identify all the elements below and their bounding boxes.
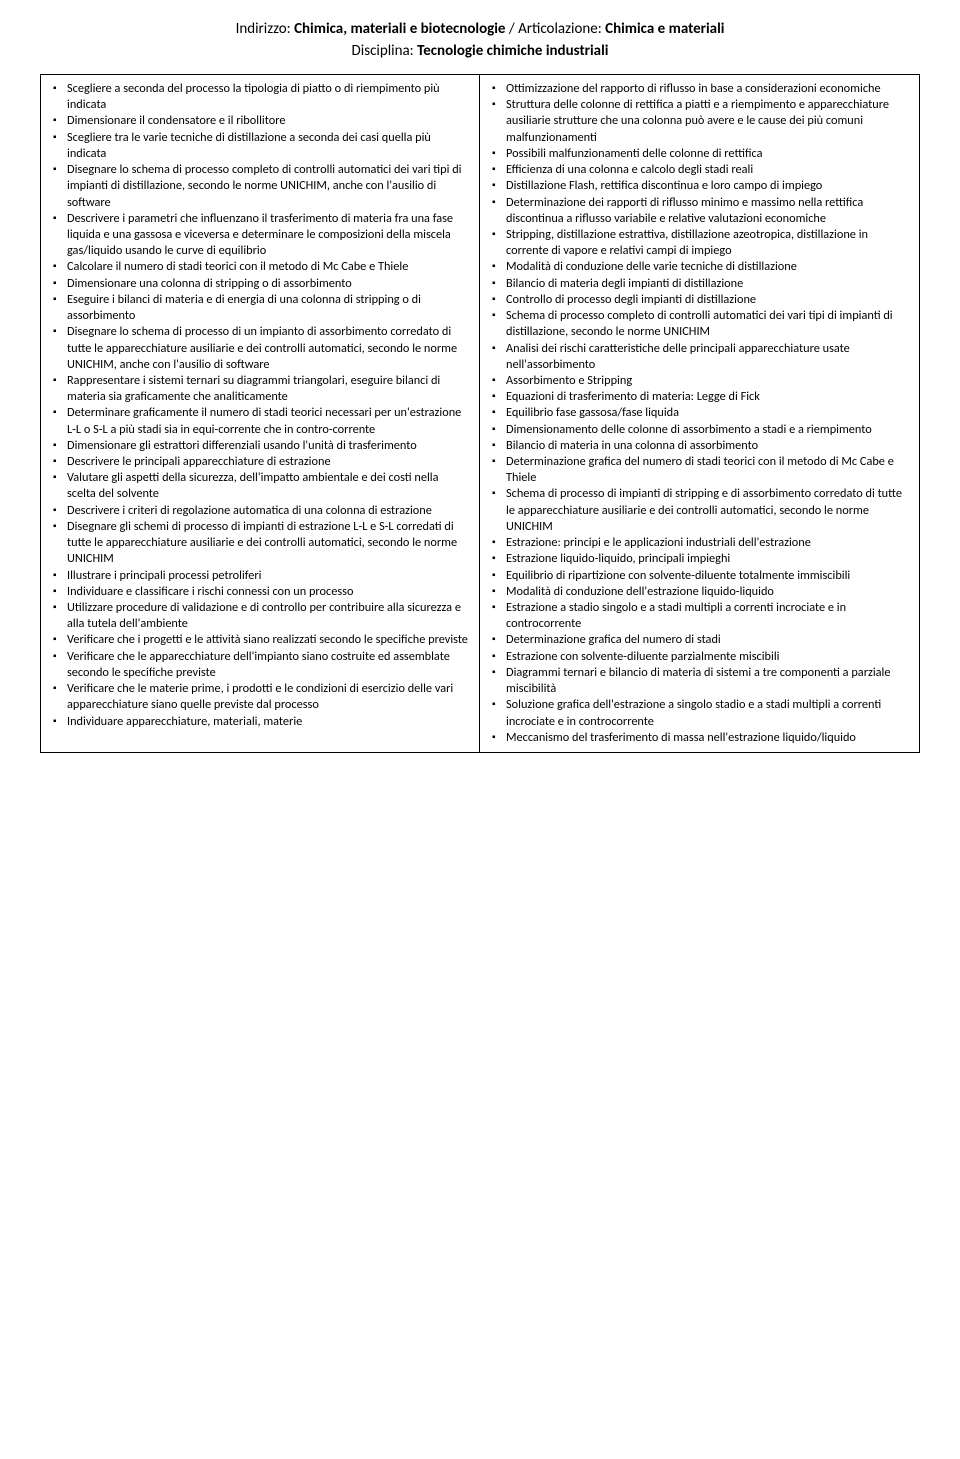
list-item: Ottimizzazione del rapporto di riflusso … bbox=[486, 81, 909, 97]
list-item: Assorbimento e Stripping bbox=[486, 373, 909, 389]
list-item: Dimensionare gli estrattori differenzial… bbox=[47, 438, 469, 454]
disciplina-label: Disciplina: bbox=[352, 42, 418, 60]
list-item: Diagrammi ternari e bilancio di materia … bbox=[486, 665, 909, 697]
list-item: Verificare che le apparecchiature dell'i… bbox=[47, 649, 469, 681]
list-item: Equazioni di trasferimento di materia: L… bbox=[486, 389, 909, 405]
list-item: Scegliere tra le varie tecniche di disti… bbox=[47, 130, 469, 162]
list-item: Descrivere i parametri che influenzano i… bbox=[47, 211, 469, 260]
list-item: Efficienza di una colonna e calcolo degl… bbox=[486, 162, 909, 178]
list-item: Descrivere le principali apparecchiature… bbox=[47, 454, 469, 470]
list-item: Equilibrio di ripartizione con solvente-… bbox=[486, 568, 909, 584]
list-item: Distillazione Flash, rettifica discontin… bbox=[486, 178, 909, 194]
list-item: Eseguire i bilanci di materia e di energ… bbox=[47, 292, 469, 324]
list-item: Analisi dei rischi caratteristiche delle… bbox=[486, 341, 909, 373]
list-item: Stripping, distillazione estrattiva, dis… bbox=[486, 227, 909, 259]
list-item: Possibili malfunzionamenti delle colonne… bbox=[486, 146, 909, 162]
list-item: Struttura delle colonne di rettifica a p… bbox=[486, 97, 909, 146]
list-item: Illustrare i principali processi petroli… bbox=[47, 568, 469, 584]
list-item: Bilancio di materia in una colonna di as… bbox=[486, 438, 909, 454]
right-column: Ottimizzazione del rapporto di riflusso … bbox=[480, 75, 919, 752]
articolazione-value: Chimica e materiali bbox=[605, 20, 724, 38]
list-item: Modalità di conduzione delle varie tecni… bbox=[486, 259, 909, 275]
list-item: Determinazione dei rapporti di riflusso … bbox=[486, 195, 909, 227]
list-item: Verificare che i progetti e le attività … bbox=[47, 632, 469, 648]
list-item: Controllo di processo degli impianti di … bbox=[486, 292, 909, 308]
header-indirizzo-line: Indirizzo: Chimica, materiali e biotecno… bbox=[40, 20, 920, 38]
list-item: Verificare che le materie prime, i prodo… bbox=[47, 681, 469, 713]
indirizzo-label: Indirizzo: bbox=[236, 20, 295, 38]
indirizzo-value: Chimica, materiali e biotecnologie bbox=[294, 20, 505, 38]
list-item: Utilizzare procedure di validazione e di… bbox=[47, 600, 469, 632]
list-item: Equilibrio fase gassosa/fase liquida bbox=[486, 405, 909, 421]
list-item: Disegnare lo schema di processo completo… bbox=[47, 162, 469, 211]
list-item: Descrivere i criteri di regolazione auto… bbox=[47, 503, 469, 519]
left-list: Scegliere a seconda del processo la tipo… bbox=[47, 81, 469, 730]
list-item: Schema di processo completo di controlli… bbox=[486, 308, 909, 340]
list-item: Estrazione con solvente-diluente parzial… bbox=[486, 649, 909, 665]
articolazione-label: Articolazione: bbox=[518, 20, 605, 38]
list-item: Estrazione: principi e le applicazioni i… bbox=[486, 535, 909, 551]
header-disciplina-line: Disciplina: Tecnologie chimiche industri… bbox=[40, 42, 920, 60]
list-item: Calcolare il numero di stadi teorici con… bbox=[47, 259, 469, 275]
list-item: Determinazione grafica del numero di sta… bbox=[486, 632, 909, 648]
list-item: Dimensionare una colonna di stripping o … bbox=[47, 276, 469, 292]
left-column: Scegliere a seconda del processo la tipo… bbox=[41, 75, 480, 752]
list-item: Valutare gli aspetti della sicurezza, de… bbox=[47, 470, 469, 502]
list-item: Determinazione grafica del numero di sta… bbox=[486, 454, 909, 486]
list-item: Schema di processo di impianti di stripp… bbox=[486, 486, 909, 535]
list-item: Dimensionamento delle colonne di assorbi… bbox=[486, 422, 909, 438]
disciplina-value: Tecnologie chimiche industriali bbox=[417, 42, 608, 60]
list-item: Estrazione liquido-liquido, principali i… bbox=[486, 551, 909, 567]
document-header: Indirizzo: Chimica, materiali e biotecno… bbox=[40, 20, 920, 60]
list-item: Disegnare lo schema di processo di un im… bbox=[47, 324, 469, 373]
list-item: Individuare e classificare i rischi conn… bbox=[47, 584, 469, 600]
list-item: Rappresentare i sistemi ternari su diagr… bbox=[47, 373, 469, 405]
list-item: Dimensionare il condensatore e il riboll… bbox=[47, 113, 469, 129]
list-item: Soluzione grafica dell'estrazione a sing… bbox=[486, 697, 909, 729]
separator: / bbox=[505, 20, 518, 38]
right-list: Ottimizzazione del rapporto di riflusso … bbox=[486, 81, 909, 746]
list-item: Scegliere a seconda del processo la tipo… bbox=[47, 81, 469, 113]
list-item: Estrazione a stadio singolo e a stadi mu… bbox=[486, 600, 909, 632]
content-table: Scegliere a seconda del processo la tipo… bbox=[40, 74, 920, 753]
list-item: Determinare graficamente il numero di st… bbox=[47, 405, 469, 437]
list-item: Individuare apparecchiature, materiali, … bbox=[47, 714, 469, 730]
list-item: Meccanismo del trasferimento di massa ne… bbox=[486, 730, 909, 746]
list-item: Bilancio di materia degli impianti di di… bbox=[486, 276, 909, 292]
list-item: Disegnare gli schemi di processo di impi… bbox=[47, 519, 469, 568]
list-item: Modalità di conduzione dell'estrazione l… bbox=[486, 584, 909, 600]
